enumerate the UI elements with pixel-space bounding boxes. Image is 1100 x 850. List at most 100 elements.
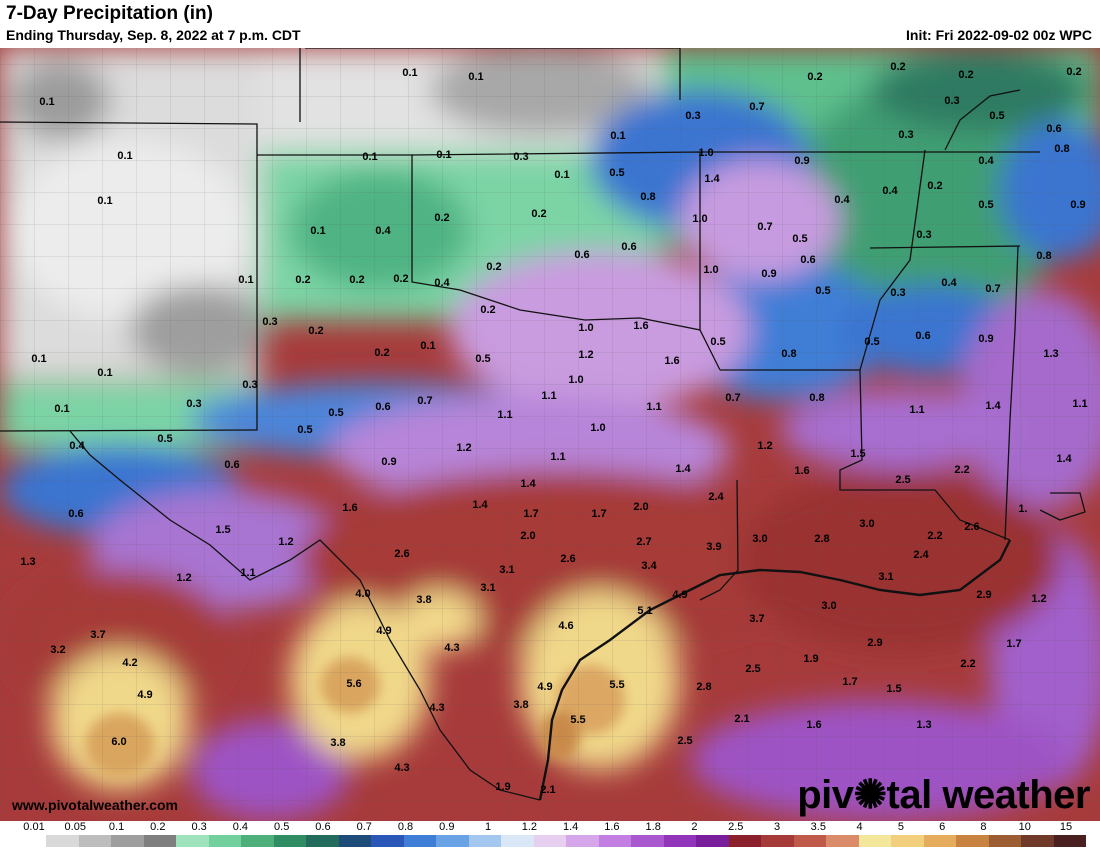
map-value-label: 1.3 (916, 719, 931, 731)
map-value-label: 0.1 (402, 67, 417, 79)
colorbar-tick-label: 0.7 (356, 821, 372, 833)
precipitation-map: 0.1 0.1 0.1 0.2 0.2 0.2 0.2 0.1 0.1 0.1 0.1 0.3 0.1 0… (0, 48, 1100, 821)
map-value-label: 0.1 (39, 96, 54, 108)
map-value-label: 5.5 (609, 679, 624, 691)
precip-fields (0, 48, 1100, 821)
colorbar-tick-label: 1.2 (521, 821, 538, 833)
colorbar-swatch (468, 835, 502, 847)
map-value-label: 0.7 (417, 395, 432, 407)
map-value-label: 1.2 (176, 572, 191, 584)
map-value-label: 0.3 (262, 316, 277, 328)
colorbar-swatch (598, 835, 632, 847)
map-value-label: 5.6 (346, 678, 361, 690)
map-value-label: 1.1 (497, 409, 512, 421)
map-value-label: 1.7 (1006, 638, 1021, 650)
map-value-label: 1.1 (541, 390, 556, 402)
colorbar-labels: 0.01 0.05 0.1 0.2 0.3 0.4 0.5 0.6 0.7 0.8 0.9 1 1.2 1… (0, 821, 1100, 835)
colorbar-swatch (793, 835, 827, 847)
map-value-label: 1.7 (591, 508, 606, 520)
gulf-coastline (538, 539, 1012, 801)
map-value-label: 1.0 (703, 264, 718, 276)
map-value-label: 1.5 (850, 448, 865, 460)
map-value-label: 0.9 (794, 155, 809, 167)
map-value-label: 0.1 (468, 71, 483, 83)
colorbar-tick-label: 2 (691, 821, 698, 833)
colorbar-swatch (728, 835, 762, 847)
map-value-label: 0.5 (157, 433, 172, 445)
map-value-label: 2.9 (976, 589, 991, 601)
brand-logo: piv✺tal weather (797, 772, 1090, 818)
map-value-label: 3.1 (499, 564, 514, 576)
colorbar-swatch (988, 835, 1022, 847)
map-value-label: 2.2 (954, 464, 969, 476)
map-value-label: 0.5 (297, 424, 312, 436)
map-value-label: 0.1 (117, 150, 132, 162)
map-value-label: 2.5 (895, 474, 910, 486)
map-value-labels: 0.1 0.1 0.1 0.2 0.2 0.2 0.2 0.1 0.1 0.1 0.1 0.3 0.1 0… (20, 61, 1087, 796)
colorbar-tick-label: 0.05 (64, 821, 86, 833)
colorbar-swatch (273, 835, 307, 847)
map-value-label: 0.6 (375, 401, 390, 413)
map-value-label: 3.8 (416, 594, 431, 606)
colorbar-swatch (923, 835, 957, 847)
map-value-label: 1.4 (472, 499, 488, 511)
map-value-label: 0.2 (374, 347, 389, 359)
map-value-label: 0.3 (898, 129, 913, 141)
map-value-label: 0.1 (362, 151, 377, 163)
map-value-label: 0.1 (31, 353, 46, 365)
map-value-label: 1.2 (578, 349, 593, 361)
map-value-label: 1.0 (568, 374, 583, 386)
map-value-label: 0.2 (531, 208, 546, 220)
map-value-label: 2.2 (960, 658, 975, 670)
map-value-label: 3.9 (706, 541, 721, 553)
colorbar-tick-label: 3 (773, 821, 781, 833)
map-value-label: 1.6 (664, 355, 679, 367)
map-value-label: 2.4 (708, 491, 724, 503)
colorbar-swatch (208, 835, 242, 847)
colorbar-swatch (371, 835, 404, 847)
map-value-label: 0.1 (610, 130, 625, 142)
map-value-label: 1.3 (1043, 348, 1058, 360)
colorbar-swatch (663, 835, 697, 847)
colorbar-tick-label: 2.5 (728, 821, 744, 833)
map-value-label: 0.6 (621, 241, 636, 253)
map-value-label: 0.6 (800, 254, 815, 266)
colorbar: 0.01 0.05 0.1 0.2 0.3 0.4 0.5 0.6 0.7 0.8 0.9 1 1.2 1… (0, 821, 1100, 850)
map-value-label: 1.6 (806, 719, 821, 731)
map-value-label: 1.4 (675, 463, 691, 475)
map-value-label: 0.3 (890, 287, 905, 299)
colorbar-swatch (403, 835, 437, 847)
map-value-label: 1.4 (1056, 453, 1072, 465)
map-value-label: 2.0 (520, 530, 535, 542)
header: 7-Day Precipitation (in) Ending Thursday… (0, 0, 1100, 48)
colorbar-swatch (1053, 835, 1086, 847)
map-value-label: 0.1 (54, 403, 69, 415)
map-value-label: 1.0 (692, 213, 707, 225)
map-value-label: 0.2 (308, 325, 323, 337)
map-value-label: 0.5 (792, 233, 807, 245)
map-value-label: 4.0 (355, 588, 370, 600)
map-value-label: 1.7 (523, 508, 538, 520)
colorbar-swatch (761, 835, 794, 847)
map-value-label: 0.7 (725, 392, 740, 404)
map-value-label: 1.6 (633, 320, 648, 332)
map-value-label: 0.6 (68, 508, 83, 520)
brand-text-right: tal weather (886, 773, 1091, 817)
map-value-label: 0.1 (436, 149, 451, 161)
map-value-label: 4.9 (537, 681, 552, 693)
map-value-label: 0.5 (710, 336, 725, 348)
map-value-label: 0.2 (295, 274, 310, 286)
map-value-label: 1.1 (1072, 398, 1087, 410)
map-value-label: 3.7 (90, 629, 105, 641)
colorbar-tick-label: 0.3 (191, 821, 207, 833)
map-value-label: 0.5 (609, 167, 624, 179)
map-value-label: 1.7 (842, 676, 857, 688)
map-value-label: 0.4 (978, 155, 994, 167)
map-value-label: 1.0 (590, 422, 605, 434)
colorbar-swatch (143, 835, 177, 847)
colorbar-swatch (533, 835, 567, 847)
map-value-label: 1.0 (698, 147, 713, 159)
map-value-label: 1.2 (757, 440, 772, 452)
map-value-label: 2.6 (560, 553, 575, 565)
